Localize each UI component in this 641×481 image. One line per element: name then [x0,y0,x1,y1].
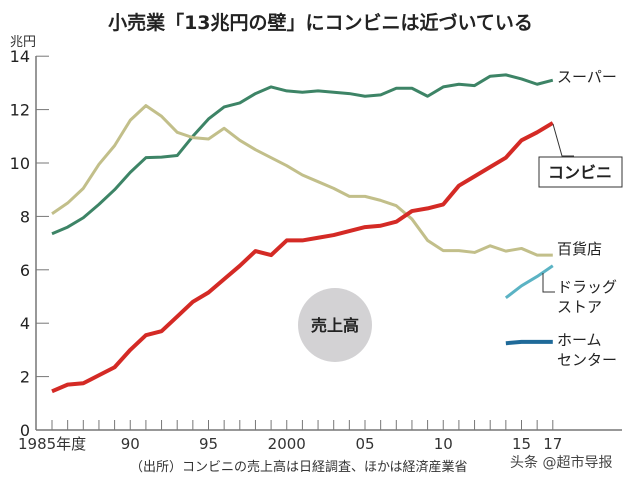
x-tick-label: 2000 [268,435,306,453]
y-tick-label: 12 [10,101,30,120]
y-tick-label: 0 [20,421,30,440]
y-tick-label: 4 [20,314,30,333]
label-box [538,156,623,188]
label-dept: 百貨店 [557,240,602,258]
x-tick-label: 10 [434,435,453,453]
series-line-4 [505,339,553,346]
x-tick-label: 17 [543,435,562,453]
chart-title: 小売業「13兆円の壁」にコンビニは近づいている [108,12,533,34]
series-line-2 [51,121,554,394]
x-tick-label: 95 [199,435,218,453]
y-tick-label: 2 [20,368,30,387]
y-tick-label: 10 [10,154,30,173]
callout-drug [542,273,555,293]
label-home-1: ホーム [557,331,602,349]
annotation-circle [298,288,372,362]
x-tick-label: 15 [512,435,531,453]
label-home-2: センター [557,351,617,369]
series-line-0 [51,73,554,236]
callout-line [552,123,574,157]
label-conveni: コンビニ [548,163,612,182]
label-super: スーパー [557,68,617,86]
x-tick-label: 90 [121,435,140,453]
series-line-1 [51,104,553,257]
series-line-3 [504,264,554,300]
label-drug-1: ドラッグ [557,278,617,296]
watermark: 头条 @超市导报 [510,455,613,471]
source-note: （出所）コンビニの売上高は日経調査、ほかは経済産業省 [130,460,468,475]
label-drug-2: ストア [557,298,602,316]
y-tick-label: 8 [20,207,30,226]
x-tick-label: 05 [355,435,374,453]
y-tick-label: 14 [10,47,30,66]
y-tick-label: 6 [20,261,30,280]
y-axis-unit: 兆円 [10,35,36,50]
x-tick-label: 1985年度 [18,435,86,453]
annotation-text: 売上高 [311,316,359,335]
